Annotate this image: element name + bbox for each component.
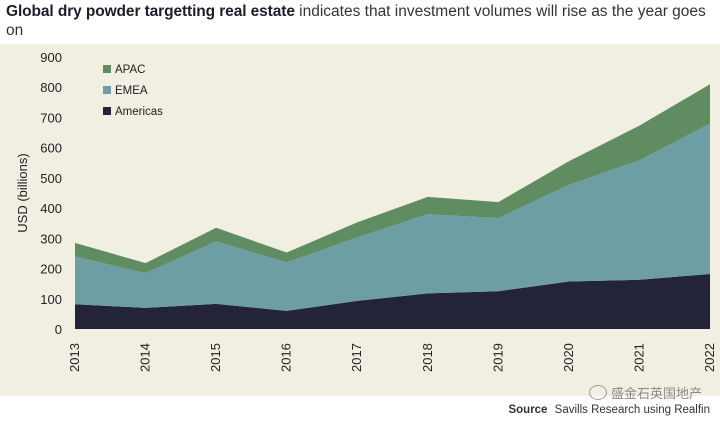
legend: APAC EMEA Americas [103, 64, 163, 118]
y-tick-label: 500 [40, 171, 62, 186]
y-axis-label: USD (billions) [15, 153, 30, 232]
source-label: Source [508, 404, 548, 416]
y-axis: 0 100 200 300 400 500 600 700 800 900 [40, 50, 62, 337]
x-tick-label: 2014 [138, 343, 153, 372]
y-tick-label: 300 [40, 231, 62, 246]
y-tick-label: 900 [40, 50, 62, 65]
x-tick-label: 2013 [67, 343, 82, 372]
source-note: Source Savills Research using Realfin [508, 404, 710, 416]
watermark-text: 盛金石英国地产 [610, 387, 702, 402]
title-rest: indicates that investment volumes will r… [6, 3, 706, 39]
x-tick-label: 2018 [420, 343, 435, 372]
x-tick-label: 2022 [702, 343, 717, 372]
footer [0, 396, 720, 427]
legend-swatch-apac [103, 65, 111, 73]
y-tick-label: 600 [40, 141, 62, 156]
y-tick-label: 400 [40, 201, 62, 216]
legend-swatch-emea [103, 86, 111, 94]
y-tick-label: 700 [40, 110, 62, 125]
x-tick-label: 2020 [561, 343, 576, 372]
x-tick-label: 2016 [279, 343, 294, 372]
x-tick-label: 2019 [490, 343, 505, 372]
watermark: 盛金石英国地产 [588, 383, 702, 402]
legend-swatch-americas [103, 107, 111, 115]
x-tick-label: 2015 [208, 343, 223, 372]
y-tick-label: 100 [40, 292, 62, 307]
title-bold: Global dry powder targetting real estate [6, 3, 295, 20]
y-tick-label: 800 [40, 80, 62, 95]
x-tick-label: 2021 [631, 343, 646, 372]
series-area-emea [75, 123, 710, 311]
series-layers [75, 84, 710, 329]
y-tick-label: 200 [40, 262, 62, 277]
legend-label-americas: Americas [115, 106, 163, 118]
x-axis: 2013 2014 2015 2016 2017 2018 2019 2020 2021 2022 [67, 343, 717, 372]
legend-label-emea: EMEA [115, 85, 148, 97]
series-area-americas [75, 273, 710, 329]
y-tick-label: 0 [55, 322, 62, 337]
chart-title: Global dry powder targetting real estate… [6, 2, 712, 40]
legend-label-apac: APAC [115, 64, 145, 76]
series-area-apac [75, 84, 710, 274]
wechat-icon [588, 385, 607, 400]
x-tick-label: 2017 [349, 343, 364, 372]
source-text: Savills Research using Realfin [554, 404, 710, 416]
